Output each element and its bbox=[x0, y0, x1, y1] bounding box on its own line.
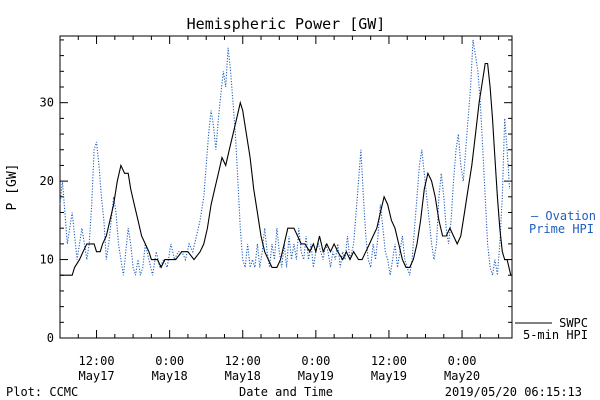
x-tick-time: 12:00 bbox=[78, 354, 114, 368]
x-tick-time: 12:00 bbox=[225, 354, 261, 368]
legend-swpc-line1: SWPC bbox=[559, 316, 588, 330]
x-tick-date: May19 bbox=[298, 369, 334, 383]
x-tick-date: May17 bbox=[78, 369, 114, 383]
y-tick-label: 0 bbox=[47, 331, 54, 345]
plot-timestamp: 2019/05/20 06:15:13 bbox=[445, 385, 582, 399]
series-layer bbox=[59, 39, 512, 276]
x-tick-date: May18 bbox=[225, 369, 261, 383]
y-tick-label: 20 bbox=[40, 174, 54, 188]
y-axis-label: P [GW] bbox=[5, 164, 20, 211]
y-axis: 0 10 20 30 bbox=[40, 39, 512, 345]
plot-credit: Plot: CCMC bbox=[6, 385, 78, 399]
legend-swpc-line2: 5-min HPI bbox=[523, 328, 588, 342]
legend-ovation-line1: — Ovation bbox=[531, 209, 596, 223]
x-tick-time: 0:00 bbox=[301, 354, 330, 368]
x-axis: 12:00May170:00May1812:00May180:00May1912… bbox=[77, 36, 500, 383]
y-tick-label: 10 bbox=[40, 253, 54, 267]
x-tick-time: 0:00 bbox=[155, 354, 184, 368]
x-tick-date: May20 bbox=[444, 369, 480, 383]
legend-ovation: — Ovation Prime HPI bbox=[529, 209, 596, 236]
legend-swpc: SWPC 5-min HPI bbox=[515, 316, 588, 342]
x-tick-date: May18 bbox=[152, 369, 188, 383]
series-ovation-prime-line bbox=[59, 39, 511, 276]
series-swpc-line bbox=[60, 62, 512, 276]
y-tick-label: 30 bbox=[40, 96, 54, 110]
x-tick-date: May19 bbox=[371, 369, 407, 383]
chart-title: Hemispheric Power [GW] bbox=[187, 15, 386, 33]
plot-frame bbox=[59, 35, 513, 339]
x-tick-time: 12:00 bbox=[371, 354, 407, 368]
x-axis-label: Date and Time bbox=[239, 385, 333, 399]
x-tick-time: 0:00 bbox=[448, 354, 477, 368]
legend-ovation-line2: Prime HPI bbox=[529, 222, 594, 236]
